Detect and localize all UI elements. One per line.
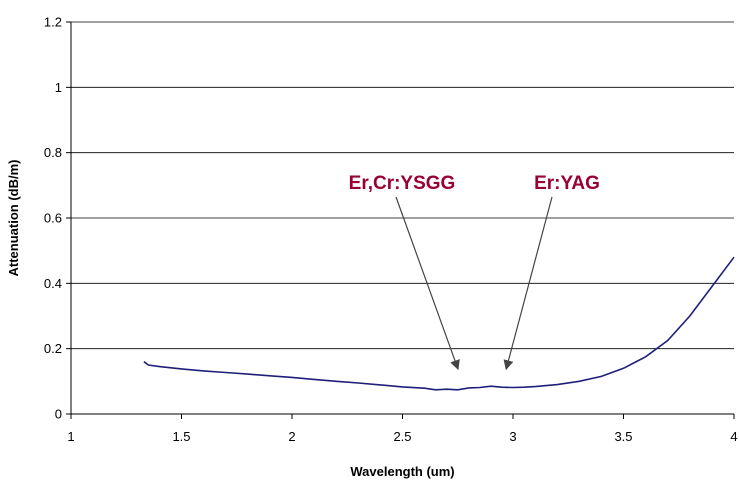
annotation-label: Er:YAG (534, 173, 600, 194)
x-tick-label: 2.5 (393, 429, 411, 444)
y-tick-label: 0.2 (44, 341, 62, 356)
x-axis-tick-labels: 1 1.5 2 2.5 3 3.5 4 (67, 429, 737, 444)
y-tick-label: 0.6 (44, 211, 62, 226)
x-tick-label: 2 (288, 429, 295, 444)
gridlines (71, 21, 734, 350)
y-tick-label: 1.2 (44, 15, 62, 30)
annotation-label: Er,Cr:YSGG (349, 173, 456, 194)
annotation-arrow (503, 196, 553, 371)
x-tick-label: 4 (730, 429, 737, 444)
annotations: Er,Cr:YSGG Er:YAG (349, 173, 600, 371)
y-axis-tick-labels: 0 0.2 0.4 0.6 0.8 1 1.2 (44, 15, 62, 422)
x-axis-title: Wavelength (um) (350, 464, 454, 479)
axes (66, 21, 735, 419)
x-tick-label: 1 (67, 429, 74, 444)
x-tick-label: 3 (509, 429, 516, 444)
x-tick-label: 1.5 (172, 429, 190, 444)
y-tick-label: 0 (55, 407, 62, 422)
y-tick-label: 1 (55, 80, 62, 95)
y-axis-title: Attenuation (dB/m) (6, 160, 21, 277)
y-tick-label: 0.8 (44, 145, 62, 160)
annotation-arrow (395, 196, 460, 371)
attenuation-series-line (143, 256, 735, 391)
x-tick-label: 3.5 (614, 429, 632, 444)
y-tick-label: 0.4 (44, 276, 62, 291)
